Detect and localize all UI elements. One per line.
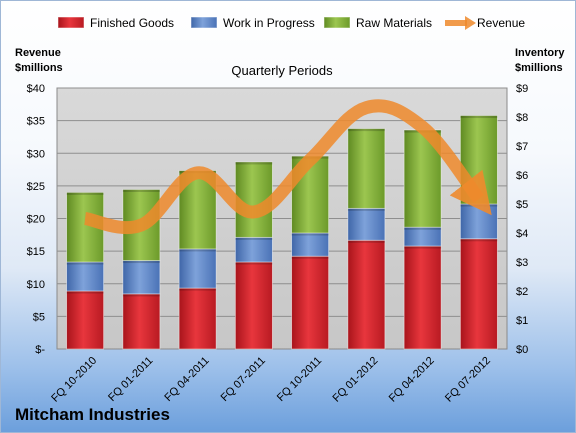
chart-title: Quarterly Periods	[231, 63, 333, 78]
right-axis-tick-label: $6	[516, 170, 528, 182]
right-axis-tick-label: $2	[516, 286, 528, 298]
bar-segment-edge	[179, 288, 217, 291]
bar-finished-goods	[403, 245, 442, 350]
left-axis-tick-label: $20	[27, 214, 45, 226]
right-axis-tick-label: $9	[516, 83, 528, 95]
bar-work-in-progress	[66, 261, 105, 292]
bar-work-in-progress	[459, 203, 498, 240]
bar-segment-edge	[235, 262, 273, 265]
left-axis-title-line1: Revenue	[15, 47, 61, 59]
bar-work-in-progress	[403, 226, 442, 247]
x-axis-tick-label: FQ 04-2012	[387, 355, 437, 405]
bar-segment-edge	[347, 240, 385, 243]
bar-finished-goods	[459, 238, 498, 350]
bar-segment-edge	[347, 208, 385, 211]
left-axis-tick-label: $-	[35, 344, 45, 356]
bar-work-in-progress	[347, 207, 386, 241]
bar-segment-edge	[66, 262, 104, 265]
left-axis-tick-label: $30	[27, 148, 45, 160]
right-axis-title-line1: Inventory	[515, 47, 565, 59]
bar-segment-edge	[347, 128, 385, 132]
x-axis-tick-label: FQ 07-2011	[219, 355, 268, 404]
bar-segment-edge	[291, 256, 329, 259]
company-name: Mitcham Industries	[15, 405, 170, 424]
right-axis-tick-label: $3	[516, 257, 528, 269]
bar-segment-edge	[122, 260, 160, 264]
bar-finished-goods	[291, 255, 330, 350]
right-axis-tick-label: $0	[516, 344, 528, 356]
legend-swatch-finished-goods	[57, 16, 85, 29]
bar-finished-goods	[122, 293, 161, 350]
legend-swatch-work-in-progress	[190, 16, 218, 29]
bar-segment-edge	[460, 238, 498, 242]
left-axis-tick-label: $35	[27, 116, 45, 128]
left-axis-tick-label: $40	[27, 83, 45, 95]
legend-label: Work in Progress	[223, 16, 315, 30]
right-axis-tick-label: $1	[516, 315, 528, 327]
legend-label: Revenue	[477, 16, 525, 30]
bar-segment-edge	[460, 115, 498, 119]
legend-label: Raw Materials	[356, 16, 432, 30]
left-axis-tick-label: $10	[27, 279, 45, 291]
legend-swatch-raw-materials	[323, 16, 351, 29]
bar-segment-edge	[66, 291, 104, 294]
bar-segment-edge	[179, 248, 217, 252]
bar-segment-edge	[235, 161, 273, 165]
bar-work-in-progress	[234, 236, 273, 263]
bar-segment-edge	[404, 246, 442, 249]
bar-finished-goods	[234, 261, 273, 350]
bar-work-in-progress	[291, 232, 330, 257]
bar-finished-goods	[178, 287, 217, 350]
left-axis-tick-label: $15	[27, 246, 45, 258]
right-axis-tick-label: $8	[516, 112, 528, 124]
left-axis-tick-label: $25	[27, 181, 45, 193]
bar-finished-goods	[347, 239, 386, 350]
x-axis-tick-label: FQ 01-2012	[331, 355, 381, 405]
right-axis-title-line2: $millions	[515, 62, 563, 74]
bar-segment-edge	[122, 293, 160, 297]
bar-raw-materials	[347, 128, 386, 209]
legend-label: Finished Goods	[90, 16, 174, 30]
bar-segment-edge	[66, 192, 104, 195]
right-axis-tick-label: $5	[516, 199, 528, 211]
x-axis-tick-label: FQ 07-2012	[443, 355, 493, 405]
right-axis-tick-label: $7	[516, 141, 528, 153]
bar-segment-edge	[404, 227, 442, 230]
x-axis-tick-label: FQ 10-2010	[49, 355, 99, 405]
left-axis-tick-label: $5	[33, 311, 45, 323]
right-axis-tick-label: $4	[516, 228, 528, 240]
revenue-line	[83, 99, 492, 235]
bar-work-in-progress	[122, 260, 161, 295]
left-axis-title-line2: $millions	[15, 62, 63, 74]
x-axis-tick-label: FQ 04-2011	[162, 355, 211, 404]
x-axis-tick-label: FQ 01-2011	[106, 355, 155, 404]
bar-finished-goods	[66, 290, 105, 350]
bar-work-in-progress	[178, 248, 217, 289]
legend-arrow-icon	[465, 16, 476, 30]
bar-segment-edge	[291, 233, 329, 236]
bar-segment-edge	[235, 237, 273, 240]
bar-segment-edge	[122, 189, 160, 192]
x-axis-tick-label: FQ 10-2011	[275, 355, 324, 404]
